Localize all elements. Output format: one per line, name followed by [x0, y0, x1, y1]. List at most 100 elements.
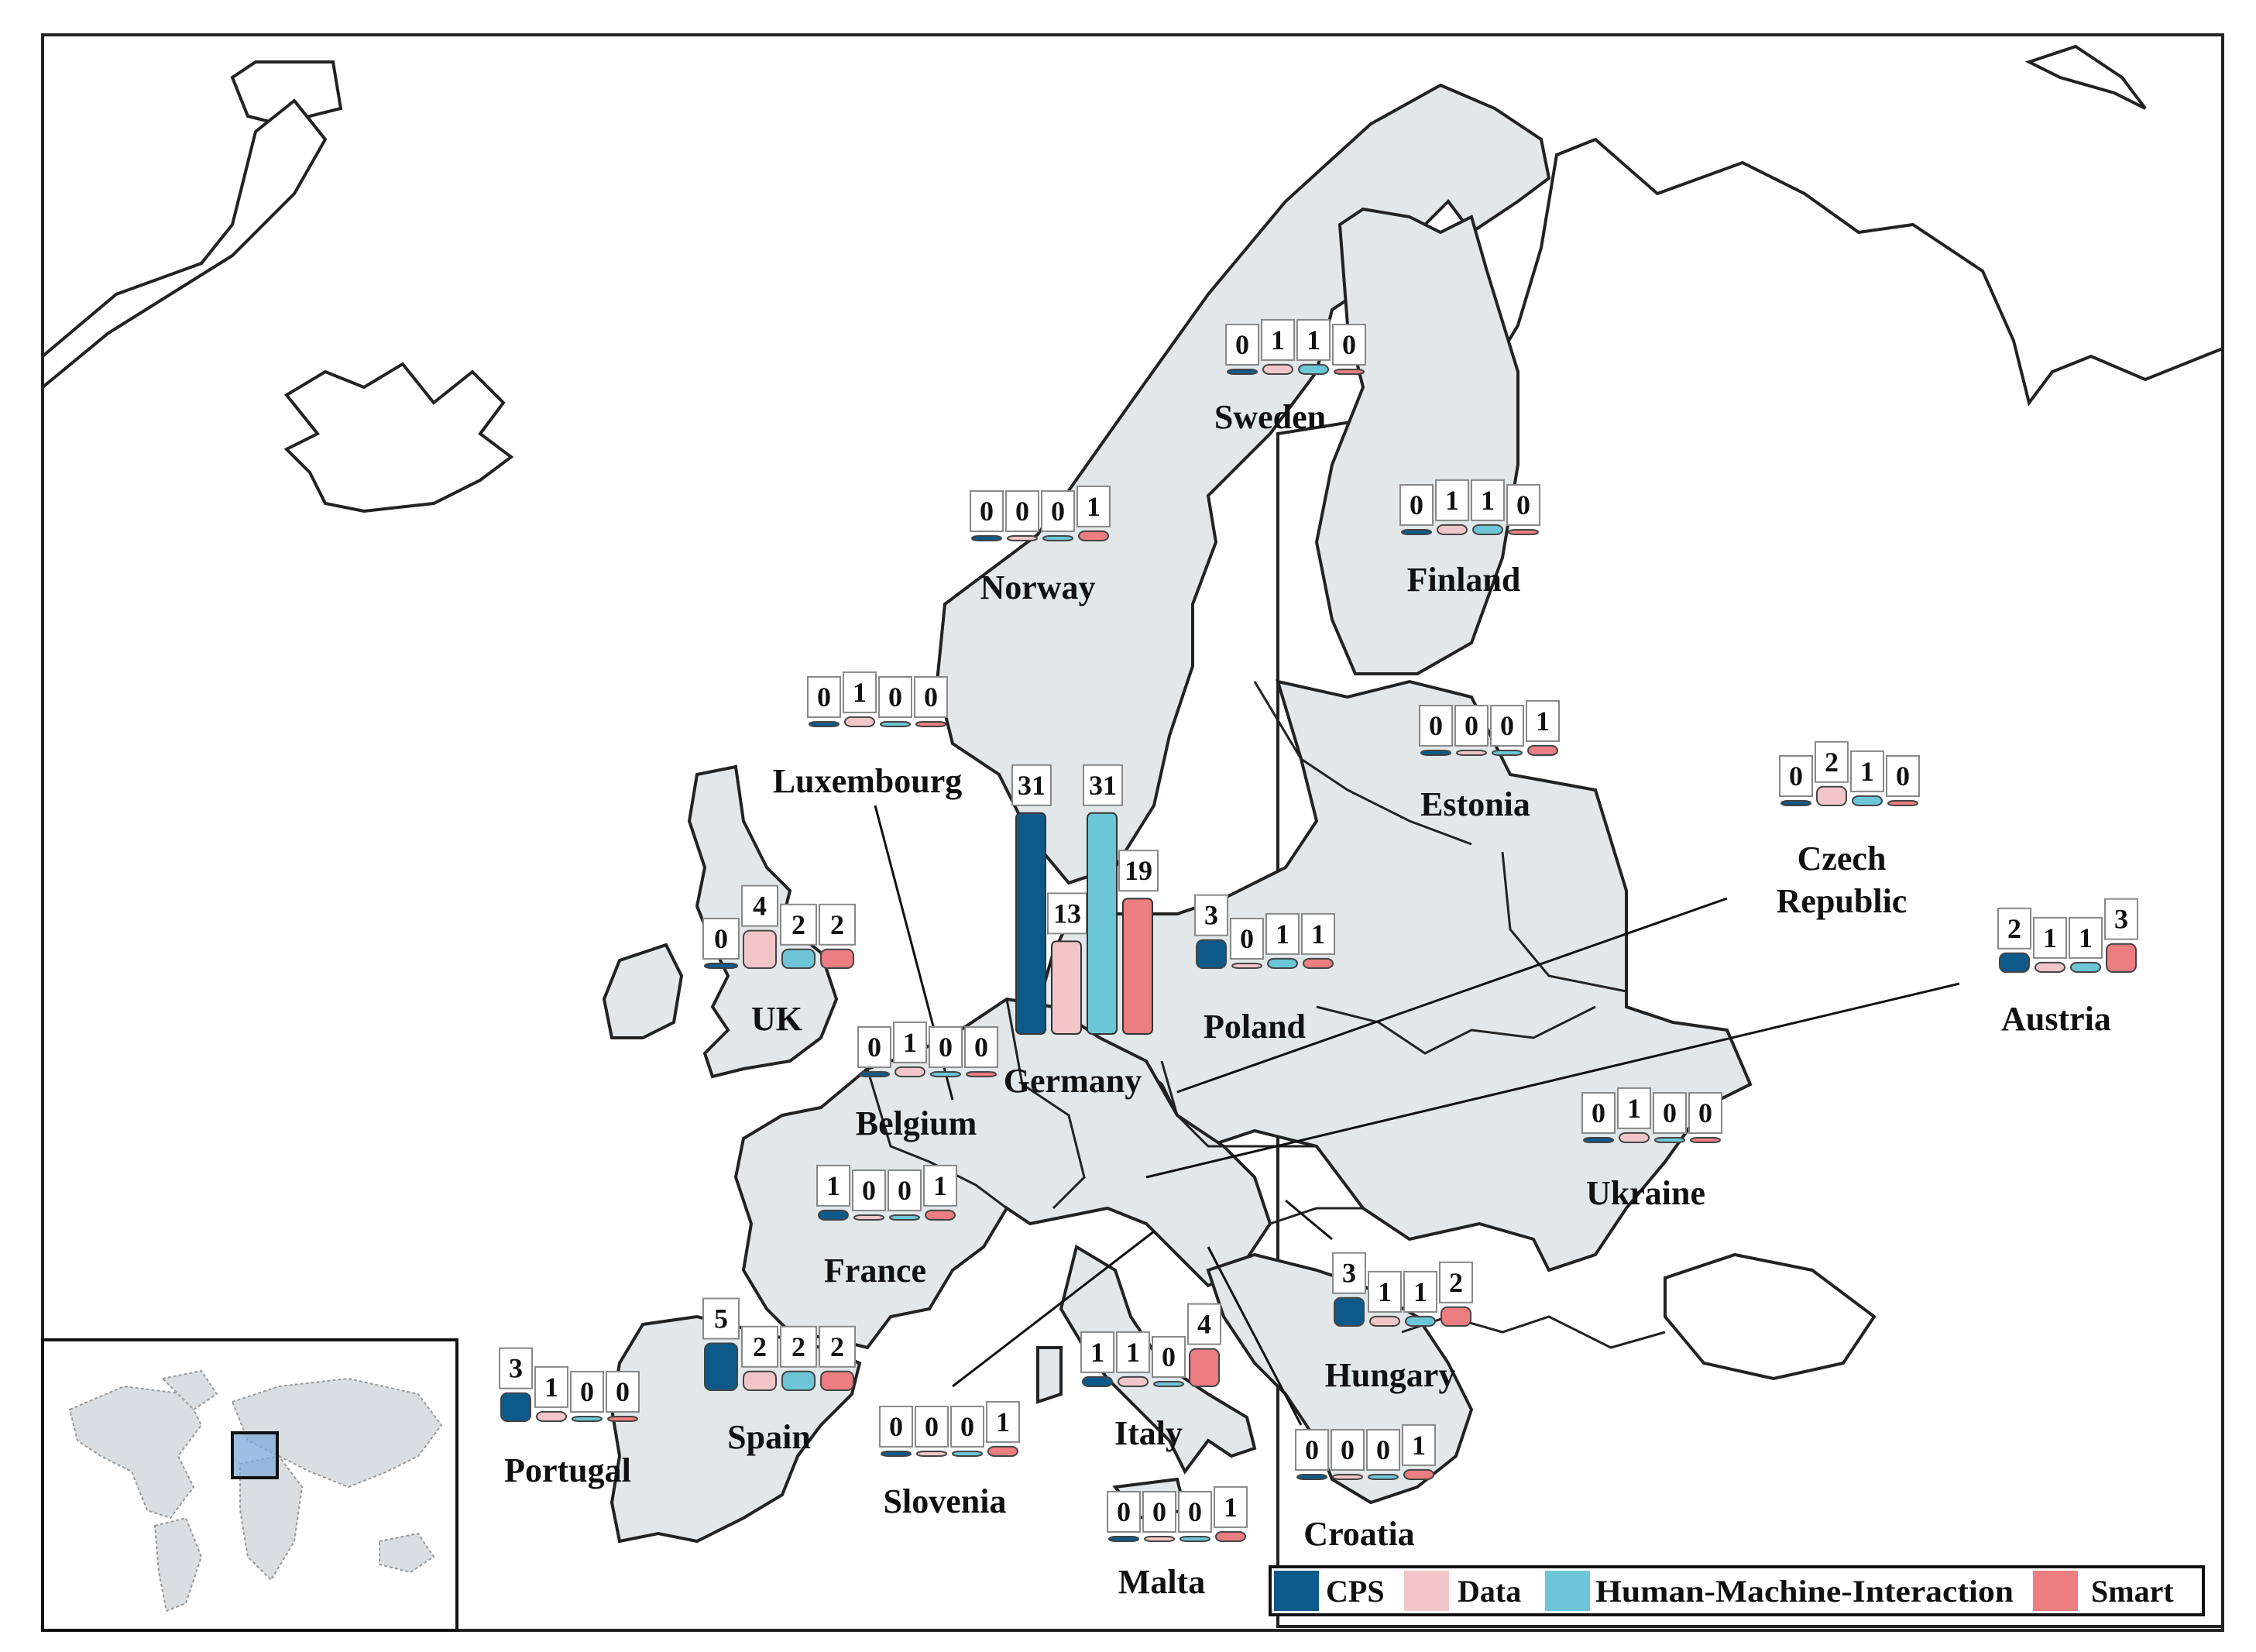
- value-box-finland-0: [1399, 484, 1434, 526]
- value-box-poland-0: [1194, 894, 1228, 936]
- value-box-italy-1: [1116, 1331, 1150, 1373]
- bar-sweden-3: [1334, 369, 1365, 375]
- label-france: France: [824, 1252, 926, 1290]
- value-box-belgium-2: [929, 1026, 963, 1068]
- finland: [1314, 207, 1519, 675]
- bars-uk: 042 2: [702, 884, 856, 970]
- label-germany: Germany: [1004, 1062, 1142, 1100]
- bar-spain-1: [743, 1370, 777, 1392]
- bar-croatia-0: [1296, 1474, 1327, 1480]
- legend-swatch-smart: [2033, 1571, 2078, 1611]
- bar-portugal-0: [500, 1392, 531, 1422]
- label-slovenia: Slovenia: [884, 1482, 1007, 1520]
- value-label-croatia-2: 0: [1376, 1434, 1390, 1465]
- value-label-estonia-3: 1: [1536, 706, 1550, 737]
- value-label-slovenia-0: 0: [889, 1411, 903, 1442]
- value-label-luxembourg-0: 0: [817, 682, 831, 713]
- bar-belgium-0: [859, 1071, 890, 1077]
- value-label-poland-1: 0: [1240, 923, 1254, 954]
- bar-uk-0: [704, 963, 738, 969]
- value-box-slovenia-0: [879, 1406, 913, 1448]
- value-box-sweden-1: [1261, 318, 1295, 361]
- value-box-norway-3: [1076, 485, 1111, 527]
- leader-lines: [874, 805, 1960, 1426]
- value-box-belgium-3: [964, 1026, 998, 1068]
- bar-spain-3: [820, 1370, 854, 1392]
- svalbard: [2024, 44, 2147, 110]
- bar-poland-1: [1231, 963, 1262, 969]
- value-label-austria-2: 1: [2079, 922, 2093, 953]
- bars-italy: 1 1 04: [1080, 1303, 1221, 1388]
- value-label-italy-1: 1: [1126, 1337, 1140, 1368]
- value-box-norway-1: [1005, 490, 1039, 532]
- value-label-malta-0: 0: [1117, 1496, 1131, 1527]
- value-box-portugal-1: [534, 1365, 568, 1408]
- value-label-germany-0: 31: [1018, 770, 1046, 801]
- bar-poland-3: [1303, 957, 1334, 970]
- bar-spain-2: [781, 1370, 816, 1392]
- label-spain: Spain: [727, 1418, 811, 1456]
- value-box-austria-0: [1997, 907, 2031, 950]
- bar-uk-1: [743, 929, 777, 969]
- value-label-estonia-0: 0: [1429, 710, 1443, 741]
- bar-austria-1: [2035, 961, 2065, 974]
- bar-belgium-3: [966, 1071, 997, 1077]
- label-czech-republic-line2: Republic: [1777, 882, 1907, 920]
- label-uk: UK: [751, 1000, 802, 1038]
- value-box-italy-2: [1152, 1336, 1186, 1378]
- bar-hungary-2: [1405, 1315, 1436, 1327]
- label-norway: Norway: [980, 568, 1095, 606]
- bar-slovenia-0: [881, 1451, 912, 1457]
- bar-hungary-3: [1440, 1306, 1471, 1327]
- value-box-slovenia-2: [950, 1406, 984, 1448]
- bar-norway-1: [1007, 535, 1038, 541]
- bar-estonia-3: [1527, 744, 1558, 757]
- value-box-czech-republic-0: [1779, 755, 1813, 797]
- value-box-sweden-3: [1332, 324, 1366, 366]
- bars-spain: 52 2 2: [702, 1297, 856, 1392]
- bar-germany-1: [1051, 940, 1082, 1036]
- country-labels: Sweden Norway Finland Estonia Luxembourg…: [504, 398, 2111, 1601]
- value-box-poland-3: [1301, 912, 1335, 955]
- value-box-france-3: [923, 1164, 957, 1207]
- legend-label-hmi: Human-Machine-Interaction: [1595, 1574, 2014, 1609]
- bar-austria-3: [2106, 943, 2137, 973]
- bar-sweden-0: [1227, 369, 1258, 375]
- bar-luxembourg-3: [915, 721, 946, 727]
- bar-france-0: [818, 1209, 849, 1221]
- value-label-czech-republic-3: 0: [1896, 761, 1910, 792]
- value-box-croatia-3: [1402, 1424, 1436, 1466]
- value-box-poland-2: [1265, 912, 1300, 955]
- value-label-croatia-3: 1: [1412, 1430, 1426, 1461]
- value-label-uk-0: 0: [714, 923, 728, 954]
- value-box-france-0: [816, 1164, 850, 1207]
- label-ukraine: Ukraine: [1586, 1174, 1705, 1212]
- value-box-germany-1: [1047, 892, 1087, 935]
- bars-austria: 2 1 13: [1997, 898, 2138, 974]
- value-label-slovenia-3: 1: [996, 1406, 1010, 1437]
- bar-italy-1: [1118, 1376, 1149, 1388]
- value-label-uk-3: 2: [830, 909, 844, 940]
- value-label-belgium-2: 0: [939, 1032, 953, 1063]
- bar-estonia-1: [1456, 750, 1487, 756]
- bar-norway-3: [1078, 530, 1109, 542]
- value-label-norway-1: 0: [1015, 496, 1029, 527]
- bar-croatia-1: [1332, 1474, 1363, 1480]
- value-label-finland-1: 1: [1445, 485, 1459, 516]
- value-box-finland-3: [1506, 484, 1540, 526]
- value-label-croatia-0: 0: [1305, 1434, 1319, 1465]
- greenland-coast: [41, 98, 328, 391]
- label-belgium: Belgium: [856, 1104, 977, 1142]
- scandinavia: [935, 83, 1551, 885]
- value-box-belgium-0: [857, 1026, 891, 1068]
- value-box-ukraine-0: [1581, 1092, 1616, 1134]
- value-label-spain-0: 5: [714, 1303, 728, 1334]
- legend-swatch-data: [1404, 1571, 1449, 1611]
- bar-ukraine-3: [1690, 1137, 1721, 1143]
- value-box-italy-3: [1187, 1303, 1221, 1345]
- value-label-czech-republic-2: 1: [1860, 756, 1874, 787]
- value-label-ukraine-2: 0: [1663, 1097, 1677, 1128]
